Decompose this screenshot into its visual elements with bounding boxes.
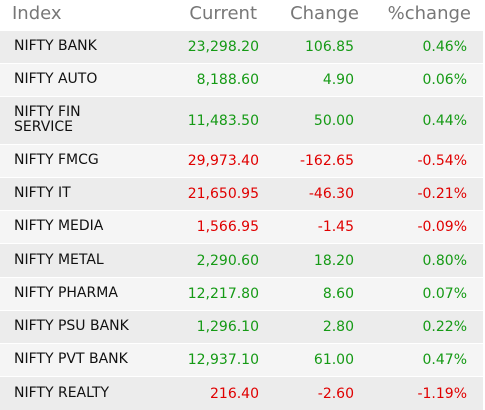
table-row[interactable]: NIFTY BANK 23,298.20 106.85 0.46%	[0, 30, 483, 63]
table-row[interactable]: NIFTY AUTO 8,188.60 4.90 0.06%	[0, 63, 483, 96]
index-name: NIFTY PSU BANK	[14, 318, 129, 334]
change-value: -46.30	[308, 186, 354, 202]
current-value: 2,290.60	[196, 253, 259, 269]
change-value: 8.60	[322, 286, 354, 302]
change-value: -1.45	[317, 219, 354, 235]
pct-change-value: 0.47%	[422, 352, 467, 368]
change-value: 61.00	[313, 352, 354, 368]
current-value: 1,296.10	[196, 319, 259, 335]
header-current[interactable]: Current	[189, 3, 257, 24]
change-value: 106.85	[305, 39, 354, 55]
table-row[interactable]: NIFTY IT 21,650.95 -46.30 -0.21%	[0, 177, 483, 210]
change-value: 50.00	[313, 113, 354, 129]
pct-change-value: -0.09%	[417, 219, 467, 235]
current-value: 21,650.95	[187, 186, 259, 202]
pct-change-value: -0.54%	[417, 153, 467, 169]
current-value: 8,188.60	[196, 72, 259, 88]
table-header: Index Current Change %change	[0, 0, 485, 30]
table-row[interactable]: NIFTY REALTY 216.40 -2.60 -1.19%	[0, 376, 483, 410]
index-name: NIFTY PHARMA	[14, 285, 118, 301]
table-row[interactable]: NIFTY MEDIA 1,566.95 -1.45 -0.09%	[0, 210, 483, 243]
current-value: 1,566.95	[196, 219, 259, 235]
current-value: 12,217.80	[187, 286, 259, 302]
header-index[interactable]: Index	[12, 3, 62, 24]
table-row[interactable]: NIFTY PHARMA 12,217.80 8.60 0.07%	[0, 277, 483, 310]
change-value: 2.80	[322, 319, 354, 335]
header-pct-change[interactable]: %change	[387, 3, 471, 24]
pct-change-value: 0.46%	[422, 39, 467, 55]
index-name: NIFTY BANK	[14, 38, 97, 54]
header-change[interactable]: Change	[290, 3, 359, 24]
pct-change-value: 0.06%	[422, 72, 467, 88]
pct-change-value: 0.22%	[422, 319, 467, 335]
pct-change-value: 0.80%	[422, 253, 467, 269]
table-row[interactable]: NIFTY FIN SERVICE 11,483.50 50.00 0.44%	[0, 96, 483, 144]
change-value: -162.65	[299, 153, 354, 169]
change-value: -2.60	[317, 386, 354, 402]
index-name: NIFTY AUTO	[14, 71, 98, 87]
index-name: NIFTY FIN SERVICE	[14, 104, 81, 135]
index-name: NIFTY IT	[14, 185, 71, 201]
current-value: 23,298.20	[187, 39, 259, 55]
table-row[interactable]: NIFTY FMCG 29,973.40 -162.65 -0.54%	[0, 144, 483, 177]
pct-change-value: -0.21%	[417, 186, 467, 202]
change-value: 4.90	[322, 72, 354, 88]
change-value: 18.20	[313, 253, 354, 269]
index-name: NIFTY FMCG	[14, 152, 99, 168]
index-name: NIFTY METAL	[14, 252, 104, 268]
table-row[interactable]: NIFTY METAL 2,290.60 18.20 0.80%	[0, 243, 483, 277]
current-value: 12,937.10	[187, 352, 259, 368]
table-row[interactable]: NIFTY PVT BANK 12,937.10 61.00 0.47%	[0, 343, 483, 376]
current-value: 216.40	[210, 386, 259, 402]
current-value: 11,483.50	[187, 113, 259, 129]
index-name: NIFTY REALTY	[14, 385, 110, 401]
table-row[interactable]: NIFTY PSU BANK 1,296.10 2.80 0.22%	[0, 310, 483, 343]
index-name: NIFTY PVT BANK	[14, 351, 128, 367]
current-value: 29,973.40	[187, 153, 259, 169]
pct-change-value: 0.44%	[422, 113, 467, 129]
index-name: NIFTY MEDIA	[14, 218, 104, 234]
pct-change-value: 0.07%	[422, 286, 467, 302]
pct-change-value: -1.19%	[417, 386, 467, 402]
